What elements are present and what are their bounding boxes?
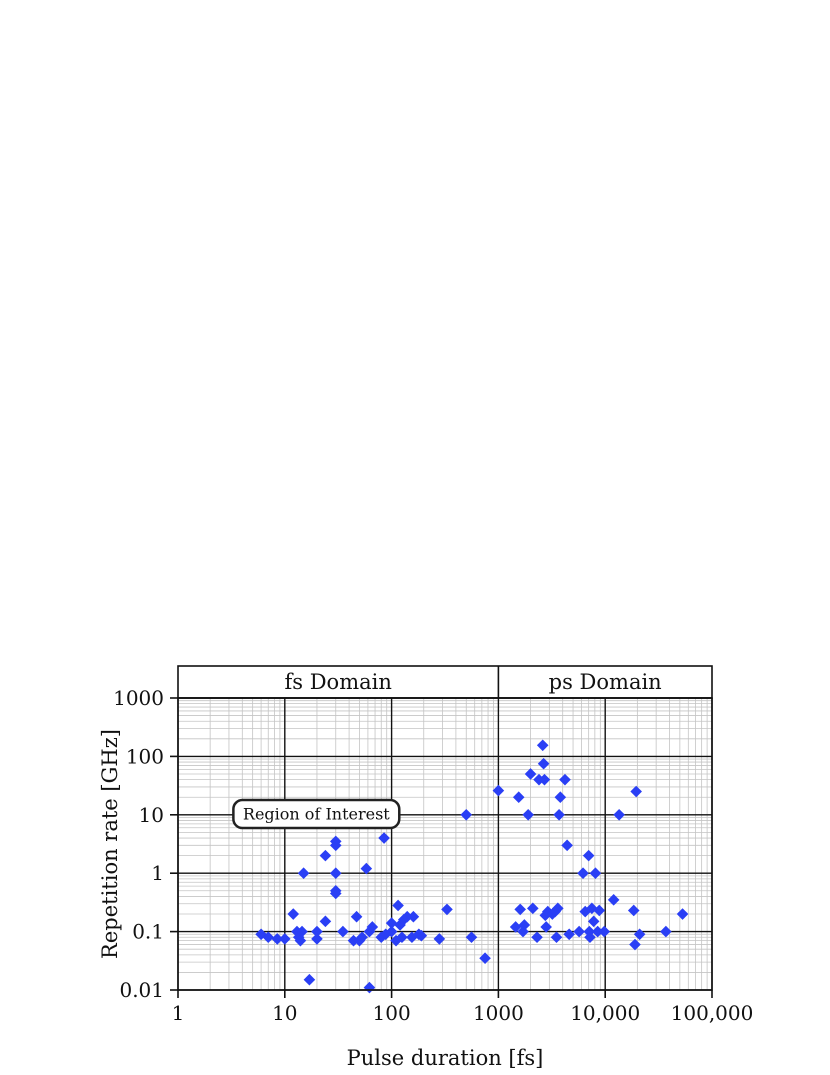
data-point [577, 867, 589, 879]
data-point [540, 921, 552, 933]
data-point [550, 931, 563, 944]
data-point [329, 835, 342, 848]
x-tick-label: 1 [172, 1001, 185, 1025]
x-axis-label: Pulse duration [fs] [347, 1046, 544, 1070]
data-point [559, 773, 571, 786]
data-point [401, 910, 414, 923]
data-point [407, 910, 420, 923]
x-tick-label: 100 [373, 1001, 411, 1025]
data-point [552, 902, 564, 915]
data-point [527, 902, 539, 915]
y-tick-label: 100 [126, 744, 164, 768]
data-point [584, 931, 596, 944]
data-point [415, 929, 428, 942]
data-point [329, 887, 342, 900]
data-point [537, 757, 550, 770]
domain-header: fs Domain ps Domain [177, 665, 713, 699]
data-point [591, 925, 604, 938]
y-tick-label: 0.01 [119, 978, 164, 1002]
data-point [676, 908, 689, 920]
data-point [396, 931, 408, 944]
data-point [433, 933, 446, 945]
data-points [255, 739, 689, 994]
data-point [553, 809, 565, 821]
y-tick-label: 1000 [113, 686, 164, 710]
data-point [296, 925, 308, 938]
data-point [563, 928, 575, 941]
data-point [518, 919, 531, 931]
data-point [629, 938, 641, 951]
data-point [492, 784, 505, 797]
data-point [385, 925, 398, 938]
x-axis-ticks: 1 10 100 1000 10,000 100,000 [172, 990, 754, 1025]
data-point [613, 809, 625, 821]
data-point [294, 934, 307, 947]
data-point [587, 915, 600, 928]
x-tick-label: 1000 [473, 1001, 524, 1025]
data-point [353, 934, 366, 947]
x-tick-label: 100,000 [671, 1001, 754, 1025]
data-point [337, 925, 349, 938]
data-point [441, 903, 453, 916]
data-point [633, 928, 646, 941]
data-point [598, 925, 611, 938]
data-point [350, 910, 363, 923]
data-point [465, 931, 478, 944]
data-point [356, 931, 368, 944]
data-point [329, 867, 342, 879]
data-point [279, 933, 291, 945]
region-of-interest: Region of Interest [232, 798, 401, 830]
data-point [561, 839, 573, 852]
data-point [538, 773, 551, 786]
y-axis-label: Repetition rate [GHz] [98, 729, 122, 959]
data-point [385, 917, 398, 929]
data-point [627, 904, 640, 917]
data-point [479, 952, 491, 965]
data-point [512, 791, 525, 804]
data-point [392, 899, 404, 912]
data-point [378, 832, 390, 844]
data-point [524, 768, 537, 780]
y-axis-ticks: 0.01 0.1 1 10 100 1000 [113, 686, 178, 1002]
ps-domain-label: ps Domain [549, 670, 662, 694]
data-point [660, 925, 672, 938]
data-point [297, 867, 310, 879]
y-tick-label: 0.1 [132, 920, 164, 944]
y-tick-label: 10 [139, 803, 164, 827]
data-point [514, 903, 526, 916]
data-point [522, 809, 534, 821]
data-point [271, 933, 284, 945]
data-point [363, 981, 376, 994]
data-point [509, 921, 522, 933]
data-point [303, 973, 316, 986]
data-point [573, 925, 585, 938]
data-point [347, 934, 360, 947]
domain-header-frame [177, 665, 713, 699]
data-point [554, 791, 567, 804]
fs-domain-label: fs Domain [285, 670, 392, 694]
data-point [360, 862, 373, 875]
data-point [582, 849, 595, 862]
data-point [262, 931, 275, 944]
data-point [366, 921, 379, 933]
region-of-interest-label: Region of Interest [243, 805, 390, 824]
data-point [536, 739, 549, 752]
data-point [630, 785, 642, 798]
data-point [311, 925, 323, 938]
data-point [319, 849, 332, 862]
region-of-interest-box [232, 798, 401, 830]
data-point [607, 894, 620, 906]
data-point [593, 904, 606, 917]
data-point [311, 933, 323, 945]
x-tick-label: 10 [272, 1001, 297, 1025]
data-point [287, 908, 300, 920]
data-point [319, 915, 332, 928]
data-point [589, 867, 602, 879]
y-tick-label: 1 [151, 861, 164, 885]
x-tick-label: 10,000 [570, 1001, 640, 1025]
data-point [531, 931, 543, 944]
data-point [460, 809, 473, 821]
